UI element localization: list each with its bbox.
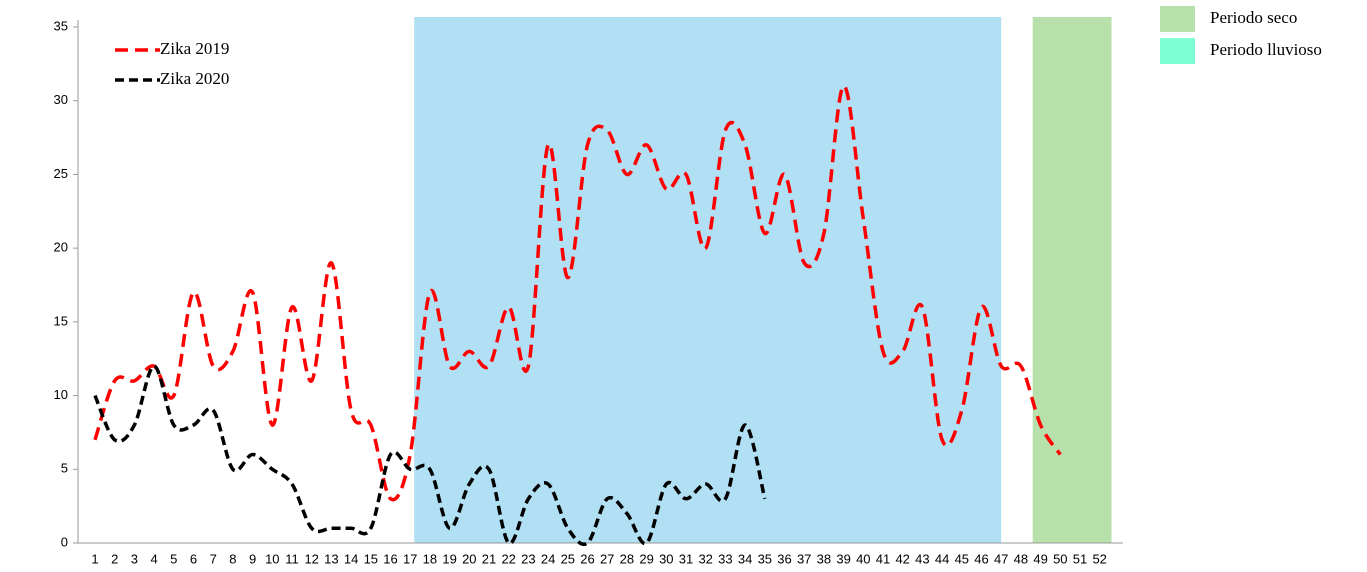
x-tick-label: 34: [738, 551, 752, 566]
x-tick-label: 7: [210, 551, 217, 566]
legend-label: Zika 2019: [160, 39, 229, 58]
x-tick-label: 37: [797, 551, 811, 566]
x-tick-label: 41: [876, 551, 890, 566]
y-tick-label: 15: [54, 313, 68, 328]
x-tick-label: 45: [955, 551, 969, 566]
legend-label: Periodo seco: [1210, 8, 1297, 27]
x-tick-label: 24: [541, 551, 555, 566]
y-tick-label: 30: [54, 92, 68, 107]
x-tick-label: 52: [1092, 551, 1106, 566]
x-tick-label: 12: [304, 551, 318, 566]
period-bands: [414, 17, 1112, 543]
x-tick-label: 10: [265, 551, 279, 566]
x-tick-label: 50: [1053, 551, 1067, 566]
x-tick-label: 51: [1073, 551, 1087, 566]
period-band: [1032, 17, 1112, 543]
x-tick-label: 21: [482, 551, 496, 566]
x-tick-label: 46: [974, 551, 988, 566]
x-tick-label: 39: [836, 551, 850, 566]
x-tick-label: 6: [190, 551, 197, 566]
x-tick-label: 26: [580, 551, 594, 566]
x-tick-label: 16: [383, 551, 397, 566]
x-tick-label: 36: [777, 551, 791, 566]
x-tick-label: 8: [229, 551, 236, 566]
x-tick-label: 43: [915, 551, 929, 566]
x-tick-label: 3: [131, 551, 138, 566]
x-tick-label: 18: [423, 551, 437, 566]
legend-label: Zika 2020: [160, 69, 229, 88]
x-tick-label: 28: [620, 551, 634, 566]
x-tick-label: 38: [817, 551, 831, 566]
x-tick-label: 20: [462, 551, 476, 566]
y-tick-label: 10: [54, 387, 68, 402]
y-tick-label: 0: [61, 534, 68, 549]
x-tick-label: 29: [639, 551, 653, 566]
x-tick-label: 40: [856, 551, 870, 566]
y-tick-label: 5: [61, 461, 68, 476]
x-tick-label: 35: [758, 551, 772, 566]
y-tick-label: 25: [54, 166, 68, 181]
x-tick-label: 22: [501, 551, 515, 566]
y-tick-label: 35: [54, 18, 68, 33]
x-tick-label: 11: [285, 551, 299, 566]
x-tick-label: 31: [679, 551, 693, 566]
x-tick-label: 9: [249, 551, 256, 566]
x-tick-label: 17: [403, 551, 417, 566]
x-tick-label: 42: [895, 551, 909, 566]
x-tick-label: 13: [324, 551, 338, 566]
legend-swatch: [1160, 6, 1195, 32]
x-tick-label: 5: [170, 551, 177, 566]
x-tick-label: 19: [442, 551, 456, 566]
legend-label: Periodo lluvioso: [1210, 40, 1322, 59]
x-tick-label: 4: [150, 551, 157, 566]
x-tick-label: 2: [111, 551, 118, 566]
x-tick-label: 33: [718, 551, 732, 566]
x-tick-label: 30: [659, 551, 673, 566]
series-line: [93, 364, 767, 546]
x-tick-label: 23: [521, 551, 535, 566]
x-tick-label: 25: [561, 551, 575, 566]
y-tick-label: 20: [54, 240, 68, 255]
x-tick-label: 47: [994, 551, 1008, 566]
x-tick-label: 27: [600, 551, 614, 566]
period-band: [414, 17, 1002, 543]
x-tick-label: 44: [935, 551, 949, 566]
x-tick-label: 15: [364, 551, 378, 566]
legend-swatch: [1160, 38, 1195, 64]
x-tick-label: 14: [344, 551, 358, 566]
x-tick-label: 32: [698, 551, 712, 566]
x-tick-label: 1: [91, 551, 98, 566]
x-tick-label: 49: [1033, 551, 1047, 566]
series-line: [93, 84, 1062, 502]
x-tick-label: 48: [1014, 551, 1028, 566]
